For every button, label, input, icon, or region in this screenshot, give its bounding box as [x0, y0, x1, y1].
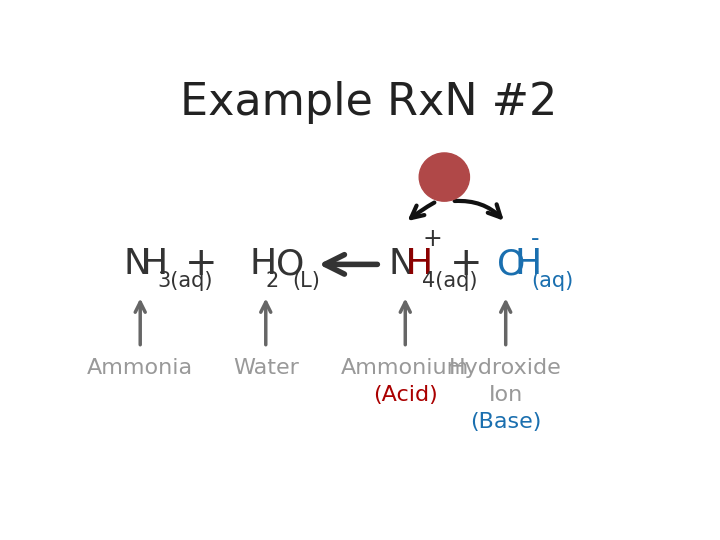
Text: N: N — [389, 247, 415, 281]
Text: H: H — [249, 247, 276, 281]
Text: H: H — [405, 247, 433, 281]
Text: Hydroxide: Hydroxide — [449, 358, 562, 378]
Text: Ammonia: Ammonia — [87, 358, 193, 378]
Text: Water: Water — [233, 358, 299, 378]
Text: +: + — [450, 245, 483, 284]
Text: +: + — [422, 227, 442, 252]
Text: (aq): (aq) — [531, 271, 573, 291]
Text: Example RxN #2: Example RxN #2 — [180, 80, 558, 124]
Text: H: H — [514, 247, 541, 281]
Text: 2: 2 — [266, 271, 279, 291]
Text: 3(aq): 3(aq) — [157, 271, 212, 291]
Text: (Base): (Base) — [470, 412, 541, 432]
Text: -: - — [531, 227, 539, 252]
Text: (Acid): (Acid) — [373, 385, 438, 405]
Ellipse shape — [419, 153, 469, 201]
Text: H: H — [140, 247, 167, 281]
Text: (L): (L) — [292, 271, 320, 291]
Text: +: + — [433, 163, 456, 191]
Text: Ion: Ion — [489, 385, 523, 405]
Text: 4(aq): 4(aq) — [422, 271, 477, 291]
Text: O: O — [498, 247, 526, 281]
Text: O: O — [276, 247, 304, 281]
Text: +: + — [185, 245, 218, 284]
Text: N: N — [124, 247, 150, 281]
Text: Ammonium: Ammonium — [341, 358, 469, 378]
